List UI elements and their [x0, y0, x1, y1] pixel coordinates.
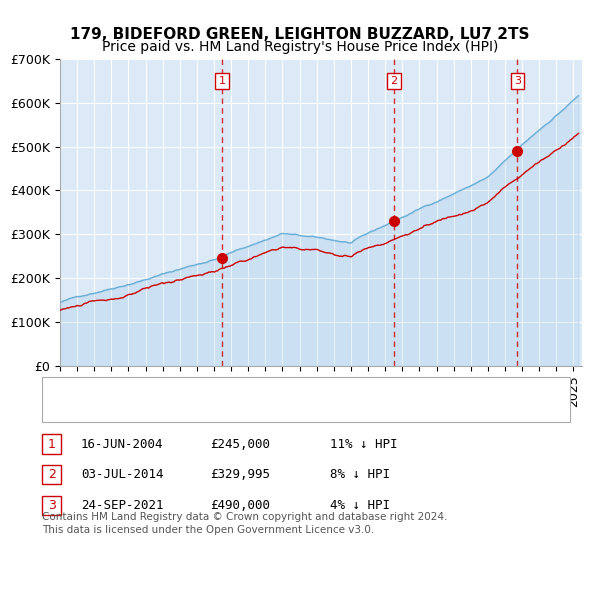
Text: 1: 1 [47, 438, 56, 451]
Text: This data is licensed under the Open Government Licence v3.0.: This data is licensed under the Open Gov… [42, 525, 374, 535]
Text: 2: 2 [390, 76, 397, 86]
Text: 3: 3 [47, 499, 56, 512]
Text: £245,000: £245,000 [210, 438, 270, 451]
Text: 3: 3 [514, 76, 521, 86]
Text: 179, BIDEFORD GREEN, LEIGHTON BUZZARD, LU7 2TS (detached house): 179, BIDEFORD GREEN, LEIGHTON BUZZARD, L… [90, 383, 546, 396]
Text: 4% ↓ HPI: 4% ↓ HPI [330, 499, 390, 512]
Text: 2: 2 [47, 468, 56, 481]
Text: HPI: Average price, detached house, Central Bedfordshire: HPI: Average price, detached house, Cent… [90, 403, 452, 416]
Text: 11% ↓ HPI: 11% ↓ HPI [330, 438, 398, 451]
Text: 8% ↓ HPI: 8% ↓ HPI [330, 468, 390, 481]
Text: 179, BIDEFORD GREEN, LEIGHTON BUZZARD, LU7 2TS: 179, BIDEFORD GREEN, LEIGHTON BUZZARD, L… [70, 27, 530, 41]
Text: 03-JUL-2014: 03-JUL-2014 [81, 468, 163, 481]
Text: 1: 1 [218, 76, 226, 86]
Text: 24-SEP-2021: 24-SEP-2021 [81, 499, 163, 512]
Text: £490,000: £490,000 [210, 499, 270, 512]
Text: Contains HM Land Registry data © Crown copyright and database right 2024.: Contains HM Land Registry data © Crown c… [42, 512, 448, 522]
Text: Price paid vs. HM Land Registry's House Price Index (HPI): Price paid vs. HM Land Registry's House … [102, 40, 498, 54]
Text: 16-JUN-2004: 16-JUN-2004 [81, 438, 163, 451]
Text: £329,995: £329,995 [210, 468, 270, 481]
